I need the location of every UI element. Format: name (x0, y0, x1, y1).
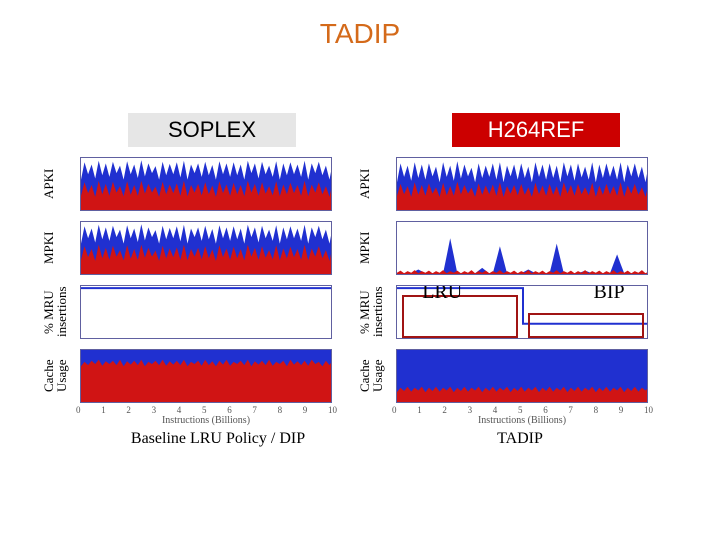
x-tick: 10 (644, 405, 653, 415)
y-axis-label: APKI (42, 157, 55, 211)
y-axis-label: MPKI (42, 221, 55, 275)
chart-panel (396, 349, 648, 403)
chart-panel (396, 157, 648, 211)
x-tick: 8 (594, 405, 599, 415)
x-tick: 3 (468, 405, 473, 415)
x-tick: 0 (76, 405, 81, 415)
x-tick: 8 (278, 405, 283, 415)
y-axis-label: APKI (358, 157, 371, 211)
x-tick: 0 (392, 405, 397, 415)
x-tick: 4 (493, 405, 498, 415)
x-tick: 6 (543, 405, 548, 415)
chart-panel (80, 285, 332, 339)
column-caption: TADIP (460, 430, 580, 448)
overlay-text: BIP (594, 285, 625, 304)
chart-panel (80, 157, 332, 211)
x-tick: 5 (518, 405, 523, 415)
column-header: SOPLEX (128, 113, 296, 147)
x-axis-label: Instructions (Billions) (80, 415, 332, 426)
x-tick: 9 (303, 405, 308, 415)
x-tick: 1 (417, 405, 422, 415)
y-axis-label: MPKI (358, 221, 371, 275)
overlay-box (528, 313, 644, 338)
x-tick: 9 (619, 405, 624, 415)
x-tick: 10 (328, 405, 337, 415)
x-tick: 6 (227, 405, 232, 415)
column-header: H264REF (452, 113, 620, 147)
x-tick: 4 (177, 405, 182, 415)
slide-title: TADIP (0, 18, 720, 50)
y-axis-label: CacheUsage (358, 349, 384, 403)
chart-panel (80, 349, 332, 403)
x-tick: 1 (101, 405, 106, 415)
x-tick: 3 (152, 405, 157, 415)
y-axis-label: % MRUinsertions (358, 285, 384, 339)
x-tick: 2 (442, 405, 447, 415)
x-axis-label: Instructions (Billions) (396, 415, 648, 426)
y-axis-label: CacheUsage (42, 349, 68, 403)
x-tick: 5 (202, 405, 207, 415)
x-tick: 2 (126, 405, 131, 415)
column-caption: Baseline LRU Policy / DIP (118, 430, 318, 448)
chart-panel (396, 221, 648, 275)
x-tick: 7 (252, 405, 257, 415)
x-tick: 7 (568, 405, 573, 415)
chart-panel (80, 221, 332, 275)
overlay-text: LRU (422, 285, 462, 304)
slide-root: TADIP SOPLEX APKI MPKI % MRUinsertions CacheU… (0, 0, 720, 540)
chart-panel: LRU BIP (396, 285, 648, 339)
y-axis-label: % MRUinsertions (42, 285, 68, 339)
